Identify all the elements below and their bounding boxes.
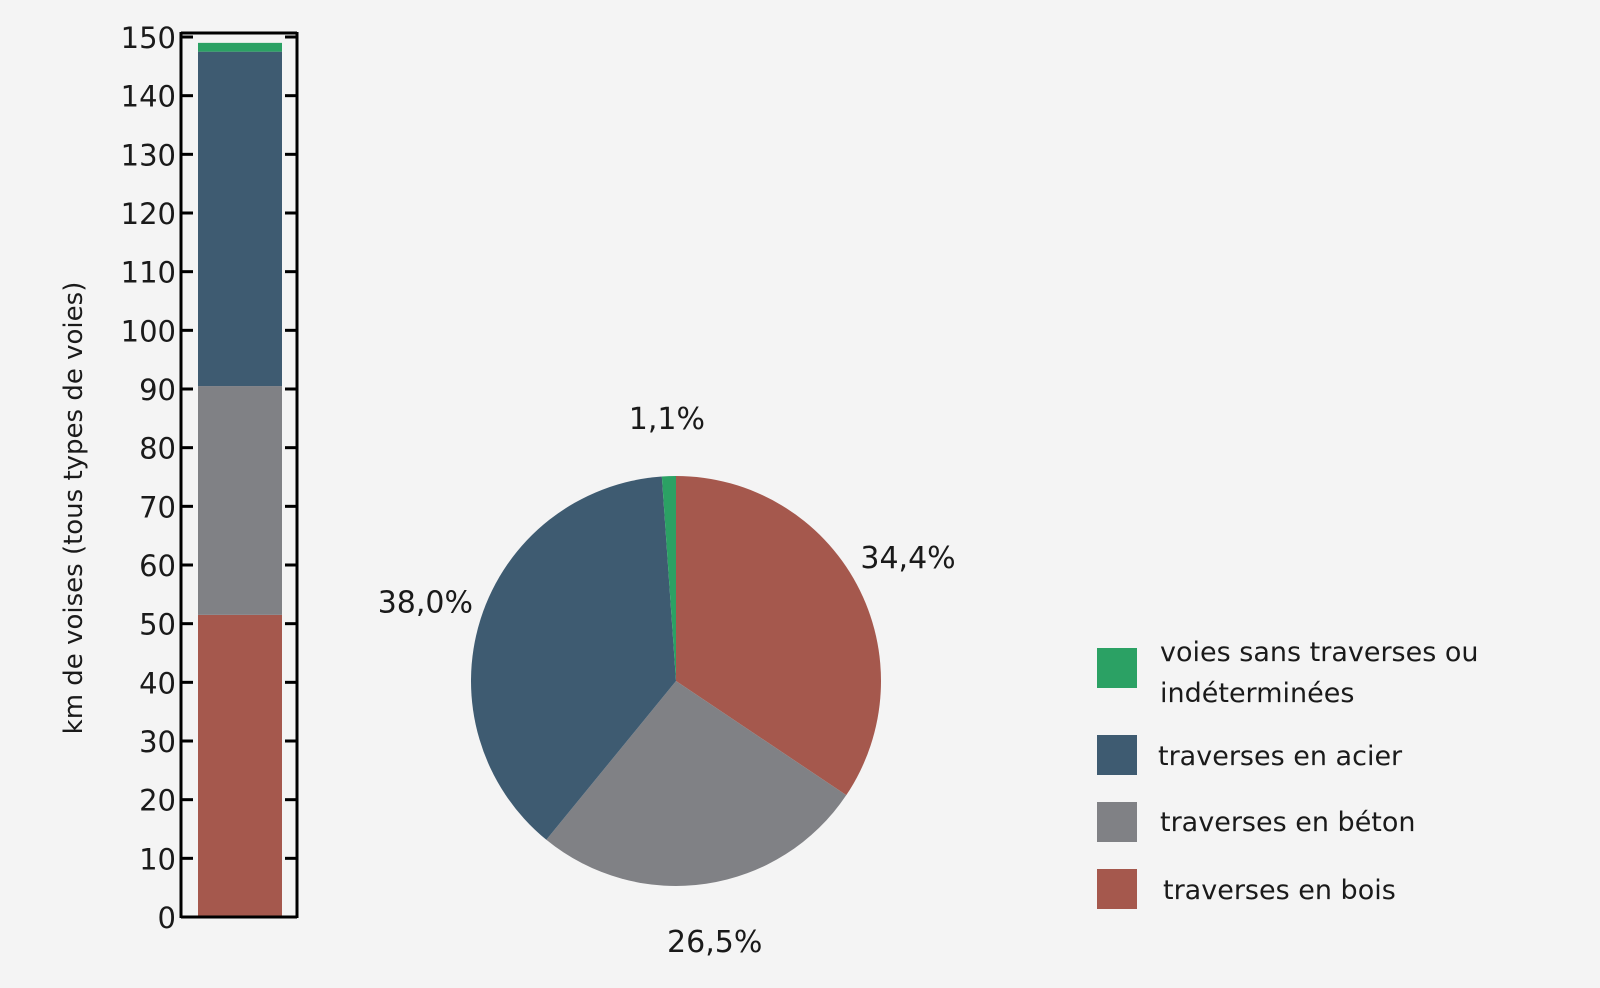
bar-segment-sans (198, 42, 282, 52)
bar-segment-beton (198, 386, 282, 615)
legend-label-line: traverses en bois (1163, 875, 1396, 906)
y-tick-label-80: 80 (139, 432, 176, 466)
legend-swatch-beton (1097, 802, 1137, 842)
y-tick-label-150: 150 (121, 21, 176, 55)
y-tick-label-50: 50 (139, 608, 176, 642)
pie-label-acier: 38,0% (378, 585, 473, 620)
pie-slice-sans (661, 476, 676, 681)
bar-frame (179, 31, 299, 919)
legend-swatch-bois (1097, 869, 1137, 909)
legend-label-beton: traverses en béton (1160, 807, 1416, 838)
y-tick-label-10: 10 (139, 842, 176, 876)
legend-label-acier: traverses en acier (1158, 741, 1403, 772)
legend-label-line: voies sans traverses ou (1160, 637, 1479, 668)
legend-swatch-acier (1097, 735, 1137, 775)
pie-label-sans: 1,1% (629, 402, 705, 437)
pie-chart: 34,4% 26,5% 38,0% 1,1% (378, 402, 956, 960)
stacked-bar-chart: km de voises (tous types de voies) 0 10 20… (59, 21, 299, 935)
y-axis-ticks: 0 10 20 30 40 50 60 70 80 90 100 110 120 130 140 150 (121, 21, 297, 935)
y-tick-label-110: 110 (121, 256, 176, 290)
y-tick-label-0: 0 (158, 901, 176, 935)
pie-labels: 34,4% 26,5% 38,0% 1,1% (378, 402, 956, 960)
y-tick-label-140: 140 (121, 80, 176, 114)
bar-segment-acier (198, 51, 282, 387)
pie-slice-beton (546, 681, 847, 886)
legend-label-line: traverses en béton (1160, 807, 1416, 838)
y-tick-label-100: 100 (121, 314, 176, 348)
y-tick-label-90: 90 (139, 373, 176, 407)
y-tick-label-40: 40 (139, 666, 176, 700)
y-tick-label-130: 130 (121, 138, 176, 172)
legend-label-sans: voies sans traverses ou indéterminées (1160, 637, 1479, 709)
pie-label-bois: 34,4% (860, 541, 955, 576)
pie-label-beton: 26,5% (667, 925, 762, 960)
y-tick-label-20: 20 (139, 784, 176, 818)
legend-swatch-sans (1097, 648, 1137, 688)
legend-label-bois: traverses en bois (1163, 875, 1396, 906)
pie-slice-acier (471, 476, 676, 840)
pie-slices (471, 476, 881, 886)
legend-label-line: indéterminées (1160, 678, 1354, 709)
legend: voies sans traverses ou indéterminées trav… (1097, 637, 1479, 909)
y-axis-title: km de voises (tous types de voies) (59, 282, 89, 735)
bar-segment-bois (198, 614, 282, 917)
legend-label-line: traverses en acier (1158, 741, 1403, 772)
y-tick-label-120: 120 (121, 197, 176, 231)
pie-slice-bois (676, 476, 881, 796)
bar-segments (198, 42, 282, 917)
y-tick-label-60: 60 (139, 549, 176, 583)
y-tick-label-70: 70 (139, 490, 176, 524)
y-tick-label-30: 30 (139, 725, 176, 759)
